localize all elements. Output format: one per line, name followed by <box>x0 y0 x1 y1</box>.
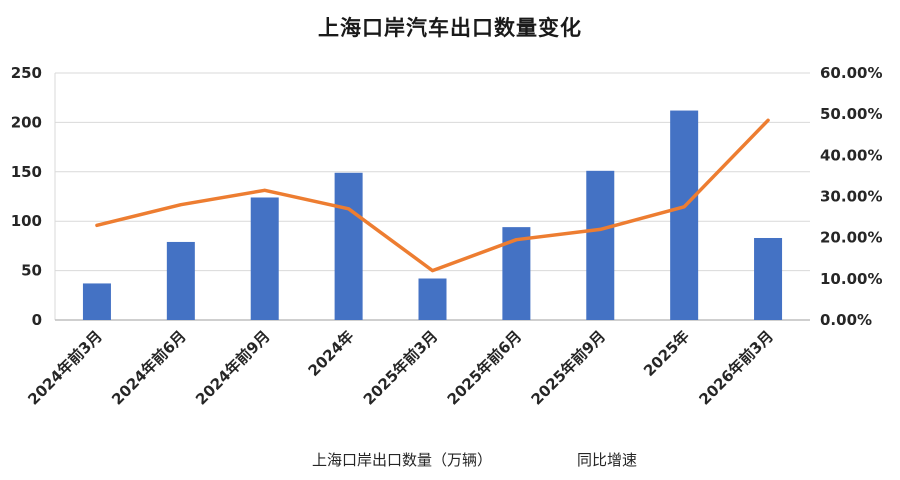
x-axis-label: 2025年 <box>640 327 693 380</box>
legend-item-line: 同比增速 <box>526 449 637 470</box>
x-axis-label: 2025年前3月 <box>360 327 441 408</box>
growth-line <box>95 118 770 273</box>
right-axis-tick: 40.00% <box>820 146 882 164</box>
left-axis-tick: 50 <box>21 262 42 280</box>
bar <box>334 172 363 320</box>
bar <box>418 278 447 320</box>
x-axis-label: 2026年前3月 <box>695 327 776 408</box>
left-axis-tick: 200 <box>11 113 42 131</box>
chart-canvas: 250 200 150 100 50 0 60.00% 50.00% 40.00% 30.00% 2… <box>11 64 883 409</box>
bar <box>166 241 195 320</box>
x-axis-label: 2024年前9月 <box>192 327 273 408</box>
line-series-swatch <box>526 458 568 462</box>
x-axis-label: 2024年前3月 <box>24 327 105 408</box>
left-axis-tick: 250 <box>11 64 42 82</box>
left-axis-tick: 150 <box>11 163 42 181</box>
bar-series-swatch <box>263 453 303 467</box>
left-axis-tick: 100 <box>11 212 42 230</box>
x-axis-label: 2025年前9月 <box>528 327 609 408</box>
bar <box>250 197 279 320</box>
right-axis-tick: 20.00% <box>820 229 882 247</box>
x-axis-label: 2025年前6月 <box>444 327 525 408</box>
line-series-label: 同比增速 <box>577 451 638 469</box>
right-axis-tick: 30.00% <box>820 188 882 206</box>
bar <box>82 283 111 320</box>
chart-title: 上海口岸汽车出口数量变化 <box>318 16 582 40</box>
right-axis-tick: 50.00% <box>820 105 882 123</box>
legend-item-bars: 上海口岸出口数量（万辆） <box>263 449 492 470</box>
right-axis-tick: 10.00% <box>820 270 882 288</box>
x-axis-label: 2024年 <box>305 327 358 380</box>
bar-series-label: 上海口岸出口数量（万辆） <box>311 451 492 469</box>
right-axis-tick: 0.00% <box>820 311 872 329</box>
legend: 上海口岸出口数量（万辆） 同比增速 <box>0 449 900 470</box>
left-axis-tick: 0 <box>32 311 42 329</box>
bar <box>754 237 783 320</box>
right-axis-tick: 60.00% <box>820 64 882 82</box>
bar <box>670 110 699 320</box>
x-axis-label: 2024年前6月 <box>108 327 189 408</box>
bar <box>586 170 615 320</box>
